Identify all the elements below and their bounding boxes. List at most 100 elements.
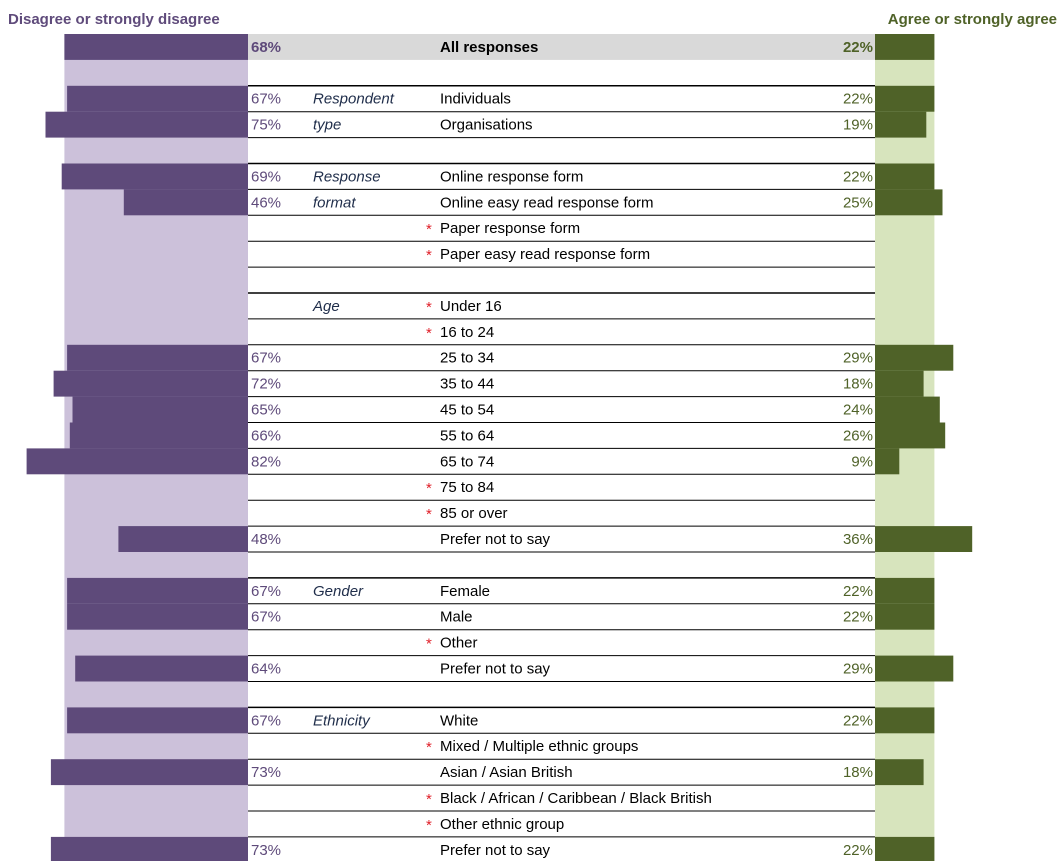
disagree-label: 67%: [251, 91, 281, 108]
category-label: 45 to 54: [440, 402, 494, 419]
disagree-label: 73%: [251, 764, 281, 781]
disagree-bar: [123, 189, 248, 216]
agree-label: 18%: [843, 764, 873, 781]
disagree-bar: [69, 422, 248, 449]
disagree-label: 67%: [251, 350, 281, 367]
category-label: 85 or over: [440, 505, 508, 522]
agree-bar: [875, 189, 943, 216]
disagree-bar: [67, 577, 248, 604]
right-title: Agree or strongly agree: [888, 11, 1057, 28]
agree-bar: [875, 603, 935, 630]
agree-label: 22%: [843, 609, 873, 626]
disagree-bar: [67, 344, 248, 371]
category-label: 16 to 24: [440, 324, 494, 341]
category-label: Paper response form: [440, 220, 580, 237]
group-label: Age: [312, 298, 340, 315]
agree-bar: [875, 422, 946, 449]
agree-bar: [875, 836, 935, 861]
agree-label: 24%: [843, 402, 873, 419]
agree-label: 22%: [843, 583, 873, 600]
category-label: 65 to 74: [440, 453, 494, 470]
agree-label: 22%: [843, 842, 873, 859]
suppressed-note: *: [426, 299, 432, 316]
disagree-label: 65%: [251, 402, 281, 419]
disagree-bar: [61, 163, 249, 190]
agree-bar: [875, 111, 927, 138]
category-label: Other: [440, 635, 478, 652]
agree-bar: [875, 34, 935, 60]
category-label: Other ethnic group: [440, 816, 564, 833]
disagree-bar: [50, 759, 249, 786]
agree-bar: [875, 759, 924, 786]
agree-label: 26%: [843, 427, 873, 444]
disagree-label: 68%: [251, 39, 281, 56]
suppressed-note: *: [426, 506, 432, 523]
agree-bar: [875, 344, 954, 371]
agree-label: 22%: [843, 39, 873, 56]
category-label: 75 to 84: [440, 479, 494, 496]
category-label: Online response form: [440, 168, 583, 185]
suppressed-note: *: [426, 221, 432, 238]
category-label: Online easy read response form: [440, 194, 653, 211]
disagree-label: 73%: [251, 842, 281, 859]
disagree-bar: [64, 34, 249, 60]
agree-label: 25%: [843, 194, 873, 211]
suppressed-note: *: [426, 247, 432, 264]
agree-label: 36%: [843, 531, 873, 548]
agree-bar: [875, 396, 940, 423]
disagree-bar: [26, 448, 248, 475]
disagree-label: 66%: [251, 427, 281, 444]
disagree-label: 67%: [251, 583, 281, 600]
disagree-bar: [72, 396, 248, 423]
agree-bar: [875, 655, 954, 682]
agree-bar: [875, 163, 935, 190]
agree-label: 22%: [843, 712, 873, 729]
category-label: Black / African / Caribbean / Black Brit…: [440, 790, 712, 807]
agree-bar: [875, 85, 935, 112]
category-label: Under 16: [440, 298, 502, 315]
disagree-bar: [75, 655, 248, 682]
disagree-label: 48%: [251, 531, 281, 548]
category-label: Organisations: [440, 117, 533, 134]
agree-label: 22%: [843, 168, 873, 185]
disagree-label: 67%: [251, 712, 281, 729]
group-label: type: [313, 117, 341, 134]
category-label: Prefer not to say: [440, 842, 551, 859]
disagree-label: 64%: [251, 661, 281, 678]
table-bg: [248, 34, 875, 861]
disagree-bar: [50, 836, 249, 861]
category-label: Male: [440, 609, 473, 626]
suppressed-note: *: [426, 636, 432, 653]
disagree-bar: [67, 85, 248, 112]
group-label: format: [313, 194, 356, 211]
disagree-label: 69%: [251, 168, 281, 185]
suppressed-note: *: [426, 739, 432, 756]
category-label: 35 to 44: [440, 376, 494, 393]
category-label: Individuals: [440, 91, 511, 108]
disagree-label: 82%: [251, 453, 281, 470]
agree-label: 29%: [843, 661, 873, 678]
category-label: Mixed / Multiple ethnic groups: [440, 738, 638, 755]
category-label: Female: [440, 583, 490, 600]
agree-bar: [875, 448, 900, 475]
category-label: Paper easy read response form: [440, 246, 650, 263]
disagree-label: 46%: [251, 194, 281, 211]
category-label: Prefer not to say: [440, 531, 551, 548]
disagree-bar: [67, 707, 248, 734]
group-label: Gender: [313, 583, 364, 600]
agree-label: 18%: [843, 376, 873, 393]
disagree-label: 75%: [251, 117, 281, 134]
category-label: White: [440, 712, 478, 729]
disagree-bar: [45, 111, 248, 138]
overall-row-bg: [248, 34, 875, 60]
category-label: Prefer not to say: [440, 661, 551, 678]
agree-bar: [875, 526, 973, 552]
suppressed-note: *: [426, 480, 432, 497]
group-label: Response: [313, 168, 381, 185]
disagree-label: 67%: [251, 609, 281, 626]
category-label: Asian / Asian British: [440, 764, 573, 781]
suppressed-note: *: [426, 791, 432, 808]
disagree-bar: [53, 370, 248, 397]
suppressed-note: *: [426, 325, 432, 342]
